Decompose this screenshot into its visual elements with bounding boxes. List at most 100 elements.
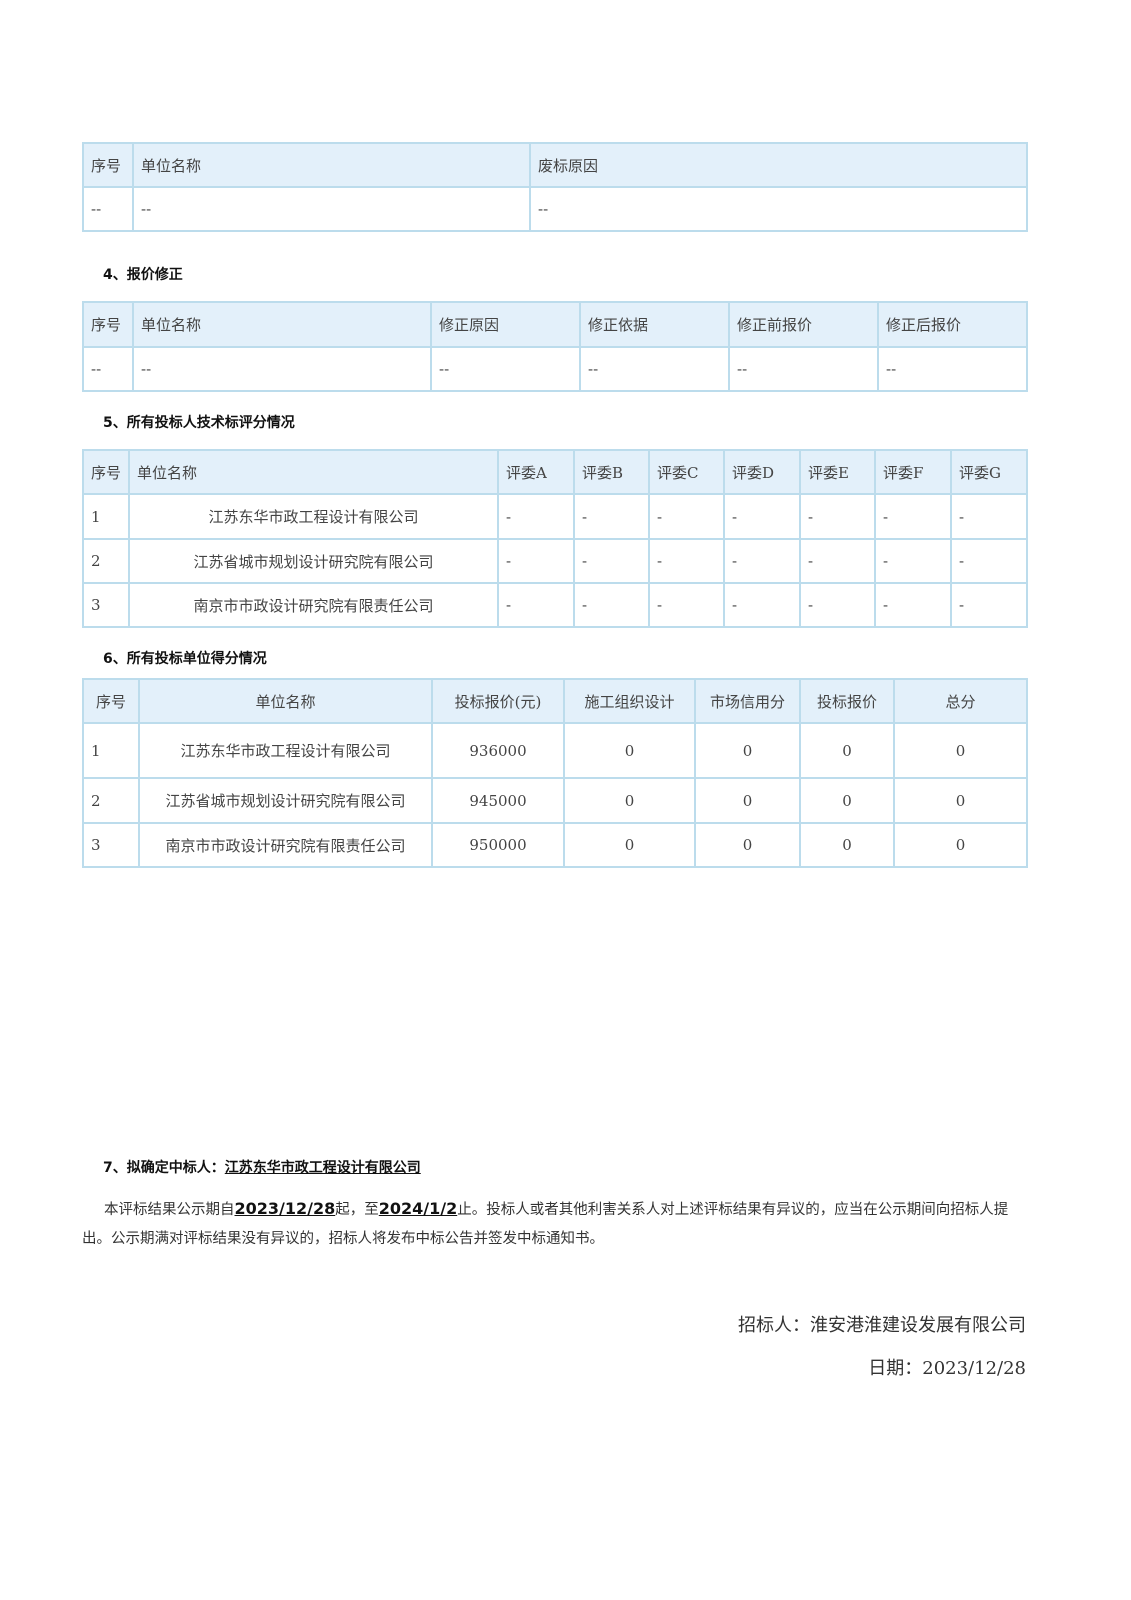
column-header: 修正依据 — [579, 301, 730, 348]
table-cell: 江苏东华市政工程设计有限公司 — [128, 493, 499, 540]
table-row: 3 南京市市政设计研究院有限责任公司 950000 0 0 0 0 — [82, 822, 1028, 868]
table-cell: 0 — [563, 722, 696, 779]
table-cell: -- — [82, 186, 134, 232]
column-header: 修正原因 — [430, 301, 581, 348]
price-correction-table: 序号 单位名称 修正原因 修正依据 修正前报价 修正后报价 -- -- -- -- -- -- — [82, 301, 1028, 392]
header-row: 序号 单位名称 修正原因 修正依据 修正前报价 修正后报价 — [82, 301, 1028, 348]
section-4-heading: 4、报价修正 — [103, 267, 183, 283]
column-header: 评委F — [874, 449, 952, 495]
table-cell: - — [723, 582, 801, 628]
table-cell: - — [573, 582, 650, 628]
total-score-table: 序号 单位名称 投标报价(元) 施工组织设计 市场信用分 投标报价 总分 1 江苏东华市政工程设… — [82, 678, 1028, 868]
table-cell: 0 — [694, 822, 801, 868]
end-date: 2024/1/2 — [378, 1199, 458, 1218]
table-row: 2 江苏省城市规划设计研究院有限公司 - - - - - - - — [82, 538, 1028, 584]
column-header: 单位名称 — [138, 678, 433, 724]
table-row: 1 江苏东华市政工程设计有限公司 - - - - - - - — [82, 493, 1028, 540]
table-cell: 2 — [82, 538, 130, 584]
table-cell: 3 — [82, 582, 130, 628]
winner-name: 江苏东华市政工程设计有限公司 — [224, 1160, 421, 1176]
column-header: 评委D — [723, 449, 801, 495]
start-date: 2023/12/28 — [234, 1199, 336, 1218]
table-row: 3 南京市市政设计研究院有限责任公司 - - - - - - - — [82, 582, 1028, 628]
table-cell: 0 — [799, 777, 895, 824]
table-cell: 南京市市政设计研究院有限责任公司 — [138, 822, 433, 868]
column-header: 序号 — [82, 678, 140, 724]
table-row: -- -- -- — [82, 186, 1028, 232]
table-cell: -- — [529, 186, 1028, 232]
table-cell: -- — [132, 346, 432, 392]
table-cell: - — [950, 538, 1028, 584]
column-header: 评委E — [799, 449, 876, 495]
table-cell: 0 — [893, 722, 1028, 779]
table-cell: - — [648, 538, 725, 584]
table-cell: -- — [430, 346, 581, 392]
table-cell: -- — [579, 346, 730, 392]
notice-paragraph: 本评标结果公示期自2023/12/28起，至2024/1/2止。投标人或者其他利… — [82, 1199, 1009, 1247]
table-cell: - — [573, 493, 650, 540]
table-cell: - — [723, 493, 801, 540]
table-cell: - — [874, 493, 952, 540]
table-row: 2 江苏省城市规划设计研究院有限公司 945000 0 0 0 0 — [82, 777, 1028, 824]
table-cell: 2 — [82, 777, 140, 824]
table-cell: - — [648, 582, 725, 628]
table-cell: - — [723, 538, 801, 584]
table-cell: - — [950, 493, 1028, 540]
table-cell: - — [874, 538, 952, 584]
table-cell: 0 — [893, 777, 1028, 824]
column-header: 评委G — [950, 449, 1028, 495]
column-header: 投标报价 — [799, 678, 895, 724]
column-header: 修正后报价 — [877, 301, 1028, 348]
table-cell: 1 — [82, 722, 140, 779]
column-header: 评委C — [648, 449, 725, 495]
table-cell: - — [799, 582, 876, 628]
table-cell: - — [497, 493, 575, 540]
column-header: 评委A — [497, 449, 575, 495]
table-cell: - — [648, 493, 725, 540]
table-cell: - — [874, 582, 952, 628]
table-cell: 0 — [563, 777, 696, 824]
table-cell: 江苏省城市规划设计研究院有限公司 — [128, 538, 499, 584]
header-row: 序号 单位名称 废标原因 — [82, 142, 1028, 188]
column-header: 单位名称 — [128, 449, 499, 495]
table-cell: 0 — [694, 777, 801, 824]
table-cell: 江苏省城市规划设计研究院有限公司 — [138, 777, 433, 824]
table-cell: - — [497, 582, 575, 628]
table-cell: 0 — [563, 822, 696, 868]
column-header: 单位名称 — [132, 142, 531, 188]
table-cell: - — [573, 538, 650, 584]
table-cell: 945000 — [431, 777, 565, 824]
column-header: 废标原因 — [529, 142, 1028, 188]
column-header: 评委B — [573, 449, 650, 495]
table-cell: - — [799, 538, 876, 584]
table-cell: -- — [132, 186, 531, 232]
table-cell: -- — [877, 346, 1028, 392]
column-header: 序号 — [82, 301, 134, 348]
section-5-heading: 5、所有投标人技术标评分情况 — [103, 415, 295, 431]
column-header: 市场信用分 — [694, 678, 801, 724]
table-cell: -- — [728, 346, 879, 392]
table-cell: 0 — [893, 822, 1028, 868]
table-cell: - — [497, 538, 575, 584]
tenderer-signature: 招标人：淮安港淮建设发展有限公司 — [738, 1315, 1026, 1336]
table-cell: -- — [82, 346, 134, 392]
table-row: 1 江苏东华市政工程设计有限公司 936000 0 0 0 0 — [82, 722, 1028, 779]
table-cell: 0 — [799, 822, 895, 868]
header-row: 序号 单位名称 评委A 评委B 评委C 评委D 评委E 评委F 评委G — [82, 449, 1028, 495]
table-cell: 0 — [694, 722, 801, 779]
column-header: 序号 — [82, 142, 134, 188]
section-6-heading: 6、所有投标单位得分情况 — [103, 651, 267, 667]
column-header: 投标报价(元) — [431, 678, 565, 724]
header-row: 序号 单位名称 投标报价(元) 施工组织设计 市场信用分 投标报价 总分 — [82, 678, 1028, 724]
signature-date: 日期：2023/12/28 — [868, 1358, 1026, 1379]
column-header: 单位名称 — [132, 301, 432, 348]
table-cell: 3 — [82, 822, 140, 868]
technical-score-table: 序号 单位名称 评委A 评委B 评委C 评委D 评委E 评委F 评委G 1 江苏东华市政工程设计有限… — [82, 449, 1028, 628]
column-header: 修正前报价 — [728, 301, 879, 348]
table-cell: 江苏东华市政工程设计有限公司 — [138, 722, 433, 779]
table-cell: 950000 — [431, 822, 565, 868]
table-cell: 936000 — [431, 722, 565, 779]
column-header: 施工组织设计 — [563, 678, 696, 724]
table-cell: 0 — [799, 722, 895, 779]
rejected-bids-table: 序号 单位名称 废标原因 -- -- -- — [82, 142, 1028, 232]
